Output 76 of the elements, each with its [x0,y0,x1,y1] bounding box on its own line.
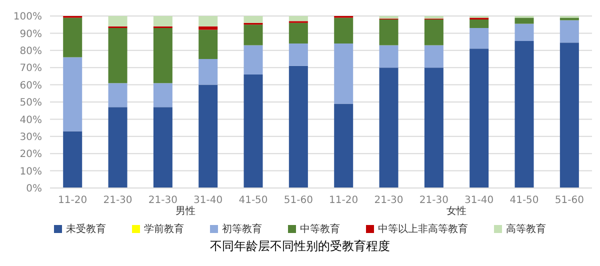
bar [470,19,489,28]
bar [560,42,579,188]
bar [244,45,263,74]
x-tick-label: 11-20 [329,195,358,206]
bar [244,74,263,188]
bar [108,83,128,108]
bar [108,28,128,84]
x-tick-label: 21-30 [148,195,178,206]
bar [63,18,82,58]
bar [514,18,534,24]
x-tick-label: 11-20 [58,195,88,206]
bar [470,48,489,188]
text: 女性 [446,206,466,217]
legend-label: 学前教育 [144,222,184,236]
bar [560,18,579,20]
bar [514,24,534,41]
bar [198,59,218,85]
bar [63,131,82,188]
bar [379,19,398,46]
bar [153,28,172,84]
y-tick-label: 90% [20,28,42,40]
x-tick-label: 31-40 [194,195,223,206]
bar [244,16,263,23]
legend-label: 中等教育 [300,222,340,236]
bar [63,57,82,132]
x-tick-label: 31-40 [464,195,494,206]
bar [424,45,444,68]
y-tick-label: 80% [20,46,42,57]
x-tick-label: 41-50 [510,195,539,206]
x-tick-label: 21-30 [419,195,448,206]
y-tick-label: 60% [20,80,42,92]
bar [244,24,263,46]
bar [334,44,354,104]
legend-label: 初等教育 [222,222,262,236]
bar [198,30,218,59]
y-tick-label: 10% [20,166,42,178]
bar [379,16,398,19]
bar [153,16,172,26]
bar [198,26,218,30]
bar [379,45,398,68]
bar [198,16,218,26]
y-tick-label: 70% [20,63,42,74]
legend-label: 高等教育 [506,222,546,236]
y-tick-label: 40% [20,114,42,126]
text: 男性 [176,206,196,217]
bar [153,83,172,108]
bar [198,84,218,188]
y-tick-label: 100% [13,12,42,23]
text: 不同年龄层不同性别的受教育程度 [209,238,391,255]
x-tick-label: 51-60 [554,195,584,206]
y-tick-label: 50% [20,98,42,109]
bar [288,16,308,22]
x-tick-label: 21-30 [103,195,132,206]
bar [153,107,172,188]
bar [334,104,354,188]
bar [288,66,308,188]
legend-label: 未受教育 [66,222,106,236]
y-tick-label: 0% [26,184,42,195]
bar [334,18,354,44]
x-tick-label: 21-30 [374,195,404,206]
bar [424,68,444,188]
bar [560,20,579,43]
legend-label: 中等以上非高等教育 [378,222,468,236]
bar [470,28,489,49]
bar [514,40,534,188]
bar [379,68,398,188]
bar [288,22,308,44]
bar [108,107,128,188]
x-tick-label: 51-60 [284,195,313,206]
bar [424,19,444,46]
bar [108,16,128,26]
x-tick-label: 41-50 [238,195,268,206]
y-tick-label: 20% [20,149,42,160]
bar [288,44,308,66]
bar [424,16,444,19]
y-tick-label: 30% [20,132,42,143]
